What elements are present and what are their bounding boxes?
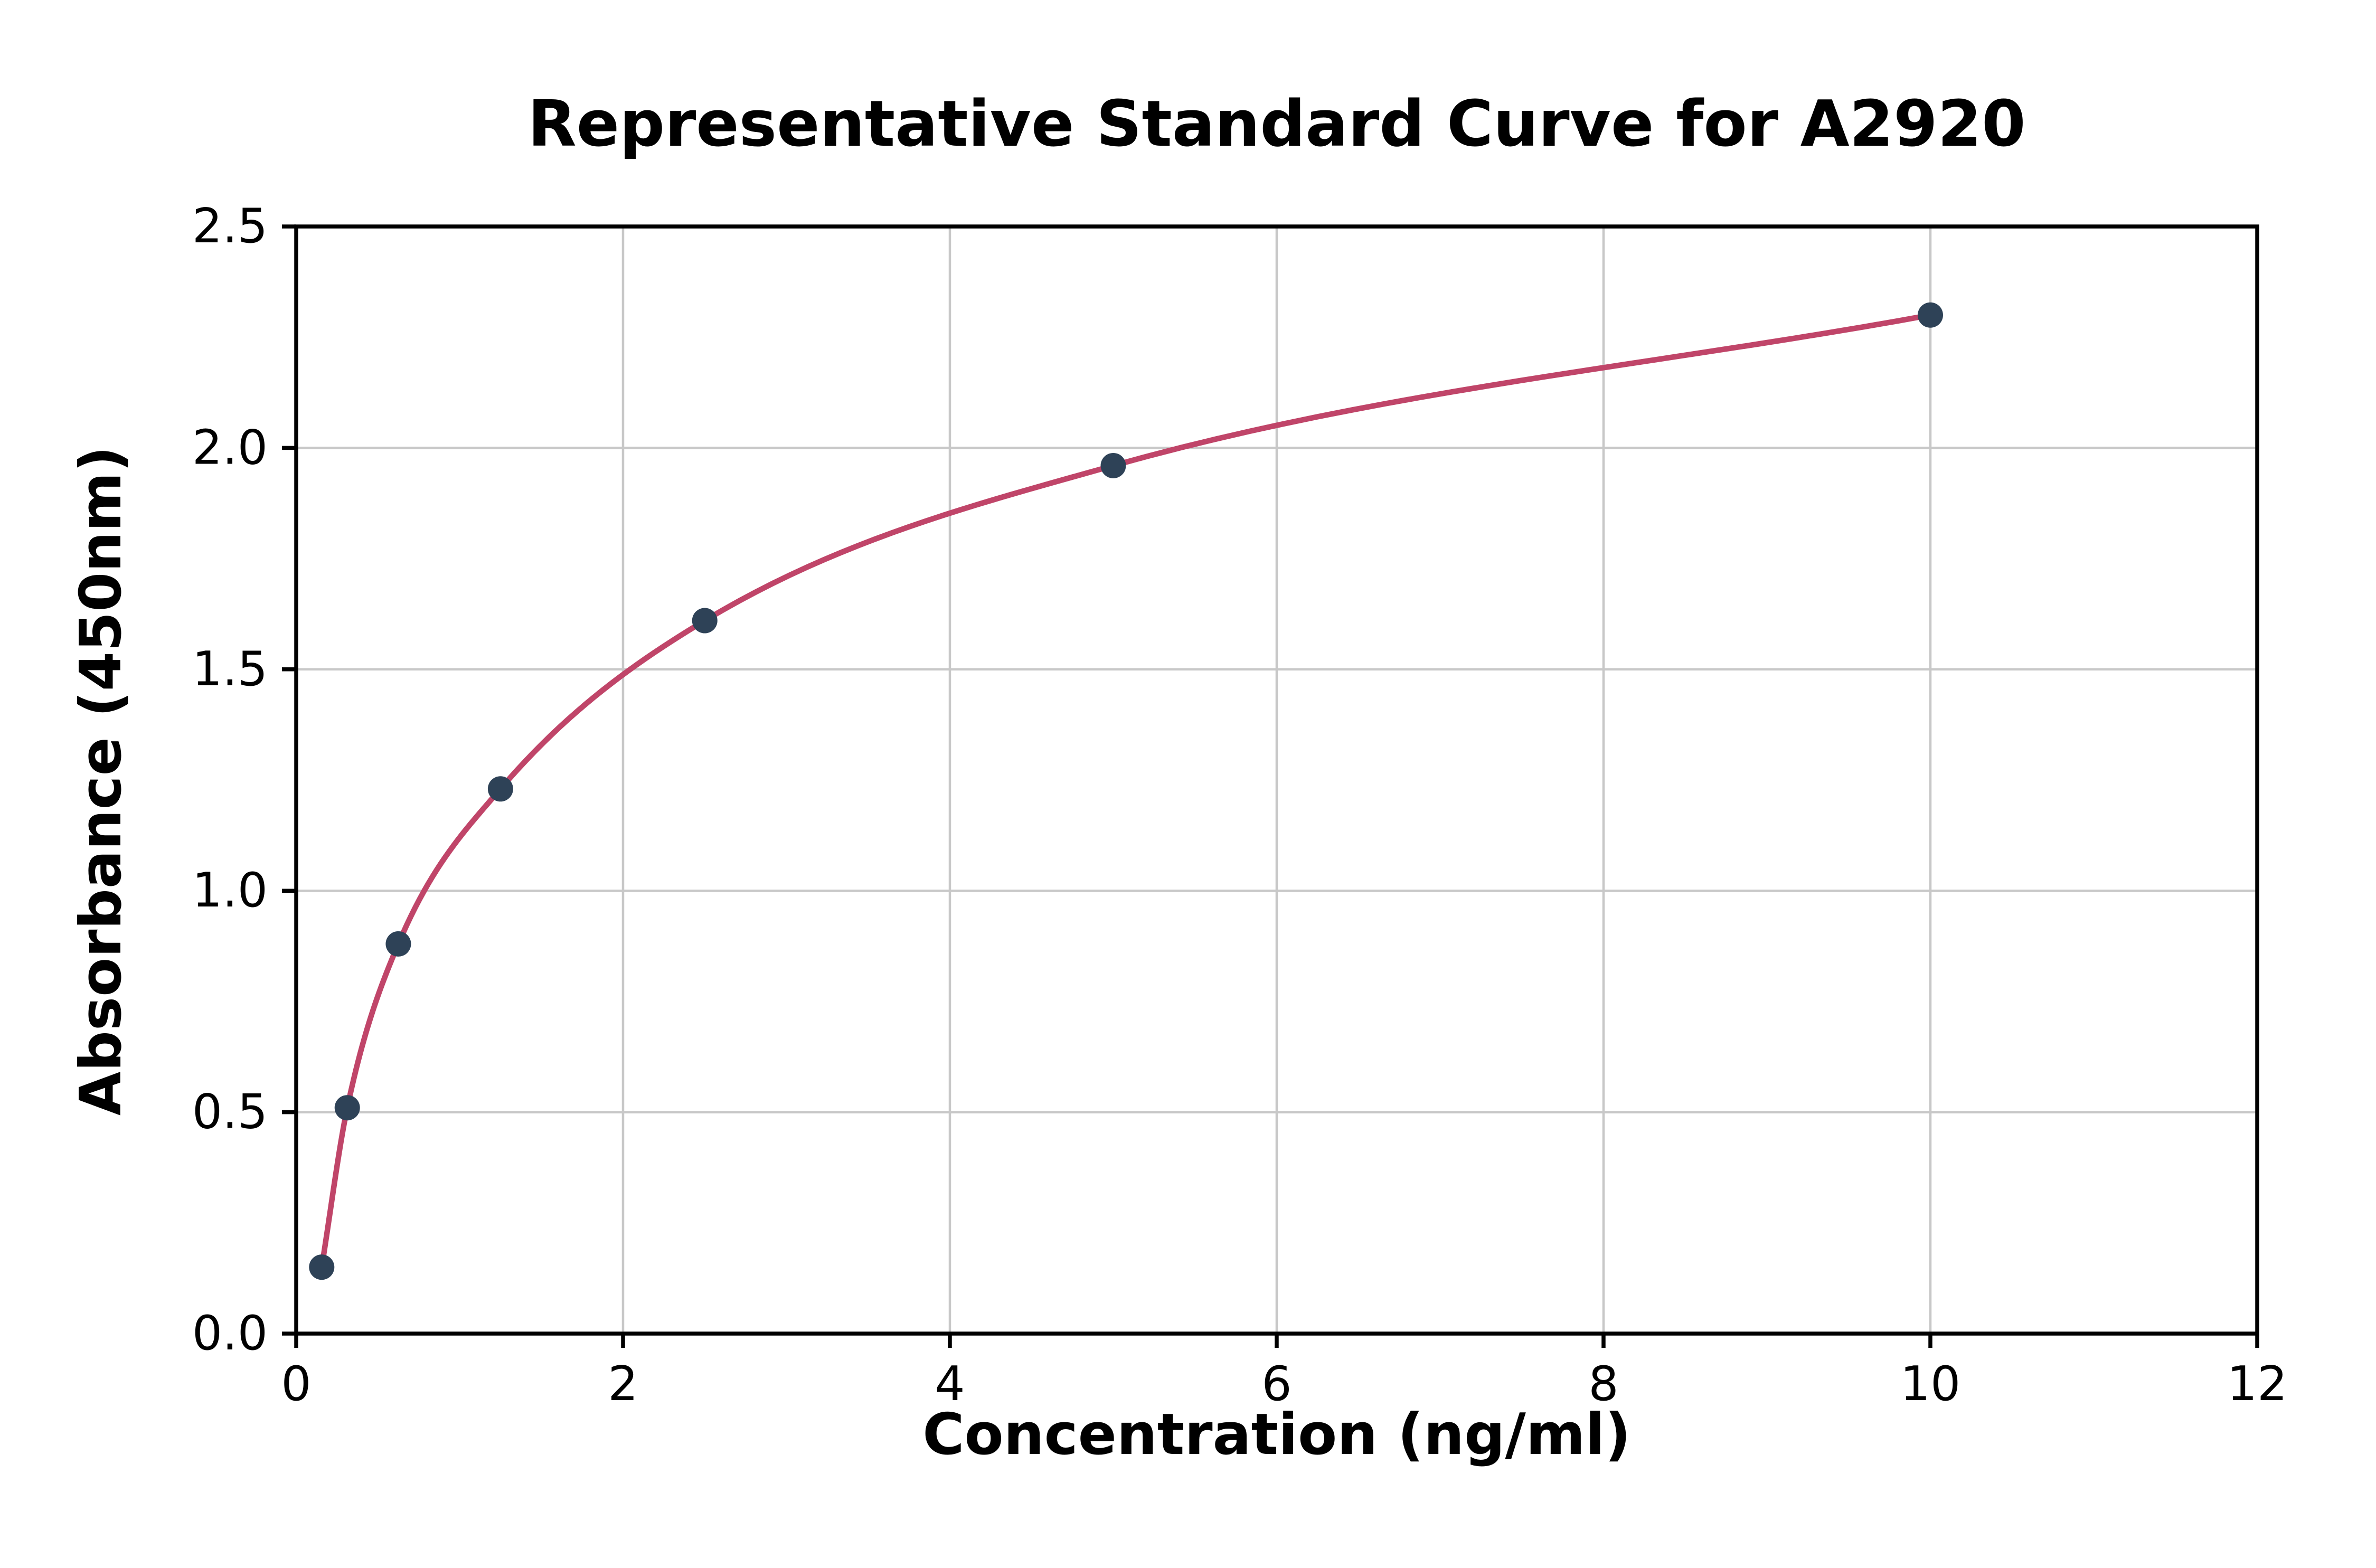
y-tick-label: 2.5 bbox=[192, 199, 268, 254]
data-points bbox=[309, 302, 1943, 1280]
y-tick-label: 1.5 bbox=[192, 641, 268, 697]
tick-labels: 0 2 4 6 8 10 12 0.0 0.5 1.0 1.5 2.0 2.5 bbox=[192, 199, 2287, 1412]
x-tick-label: 10 bbox=[1900, 1356, 1961, 1412]
y-tick-label: 0.5 bbox=[192, 1084, 268, 1140]
y-axis-label: Absorbance (450nm) bbox=[68, 446, 134, 1116]
y-tick-label: 0.0 bbox=[192, 1306, 268, 1361]
y-tick-label: 1.0 bbox=[192, 863, 268, 918]
x-tick-label: 8 bbox=[1588, 1356, 1618, 1412]
y-tick-label: 2.0 bbox=[192, 420, 268, 475]
data-point bbox=[692, 608, 718, 634]
gridlines bbox=[295, 225, 2259, 1335]
data-point bbox=[487, 776, 513, 802]
data-point bbox=[1100, 452, 1126, 478]
data-point bbox=[385, 931, 411, 957]
x-tick-label: 6 bbox=[1261, 1356, 1291, 1412]
axis-ticks bbox=[282, 224, 2259, 1348]
data-point bbox=[334, 1095, 360, 1121]
data-point bbox=[309, 1254, 335, 1280]
fit-curve bbox=[319, 312, 1934, 1270]
x-tick-label: 0 bbox=[281, 1356, 311, 1412]
x-tick-label: 12 bbox=[2227, 1356, 2288, 1412]
x-axis-label: Concentration (ng/ml) bbox=[922, 1402, 1631, 1468]
x-tick-label: 2 bbox=[608, 1356, 638, 1412]
data-point bbox=[1918, 302, 1943, 328]
chart-title: Representative Standard Curve for A2920 bbox=[527, 88, 2025, 161]
x-tick-label: 4 bbox=[935, 1356, 965, 1412]
